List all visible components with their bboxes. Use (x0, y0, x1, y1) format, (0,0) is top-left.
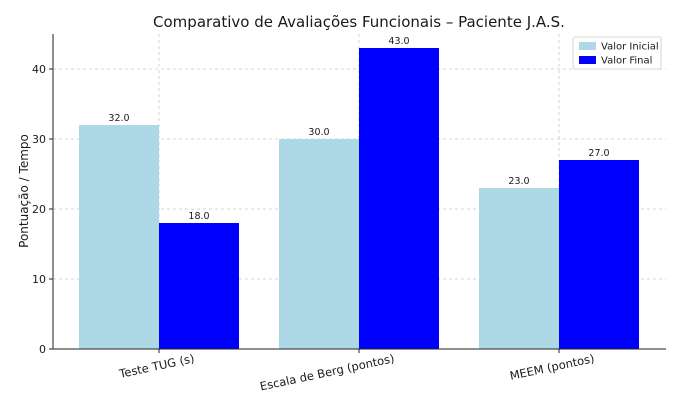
bar-valor-inicial-teste-tug-s (79, 125, 159, 349)
legend-swatch-valor-final (579, 56, 596, 64)
bar-valor-final-escala-de-berg-pontos (359, 48, 439, 349)
chart-title: Comparativo de Avaliações Funcionais – P… (153, 13, 565, 31)
bar-valor-final-meem-pontos (559, 160, 639, 349)
y-tick-label: 10 (32, 273, 46, 286)
value-label-valor-inicial-meem-pontos: 23.0 (508, 176, 529, 187)
legend-swatch-valor-inicial (579, 42, 596, 50)
value-label-valor-inicial-escala-de-berg-pontos: 30.0 (308, 127, 329, 138)
bar-valor-final-teste-tug-s (159, 223, 239, 349)
value-label-valor-final-teste-tug-s: 18.0 (188, 211, 209, 222)
value-label-valor-inicial-teste-tug-s: 32.0 (108, 113, 129, 124)
x-ticks: Teste TUG (s) Escala de Berg (pontos) MEEM… (117, 349, 596, 393)
y-tick-label: 0 (39, 343, 46, 356)
x-tick-label-meem-pontos: MEEM (pontos) (508, 351, 595, 383)
legend-label-valor-final: Valor Final (601, 56, 652, 67)
y-tick-label: 40 (32, 63, 46, 76)
bar-valor-inicial-escala-de-berg-pontos (279, 139, 359, 349)
x-tick-label-escala-de-berg-pontos: Escala de Berg (pontos) (259, 351, 396, 393)
value-label-valor-final-escala-de-berg-pontos: 43.0 (388, 36, 409, 47)
y-axis-label: Pontuação / Tempo (17, 134, 31, 248)
y-tick-label: 30 (32, 133, 46, 146)
y-tick-label: 20 (32, 203, 46, 216)
y-ticks: 0 10 20 30 40 (32, 63, 53, 356)
value-labels: 32.0 18.0 30.0 43.0 23.0 27.0 (108, 36, 609, 222)
bar-valor-inicial-meem-pontos (479, 188, 559, 349)
x-tick-label-teste-tug-s: Teste TUG (s) (117, 351, 196, 381)
legend-label-valor-inicial: Valor Inicial (601, 42, 659, 53)
bars (79, 48, 639, 349)
legend: Valor Inicial Valor Final (572, 36, 662, 70)
value-label-valor-final-meem-pontos: 27.0 (588, 148, 609, 159)
